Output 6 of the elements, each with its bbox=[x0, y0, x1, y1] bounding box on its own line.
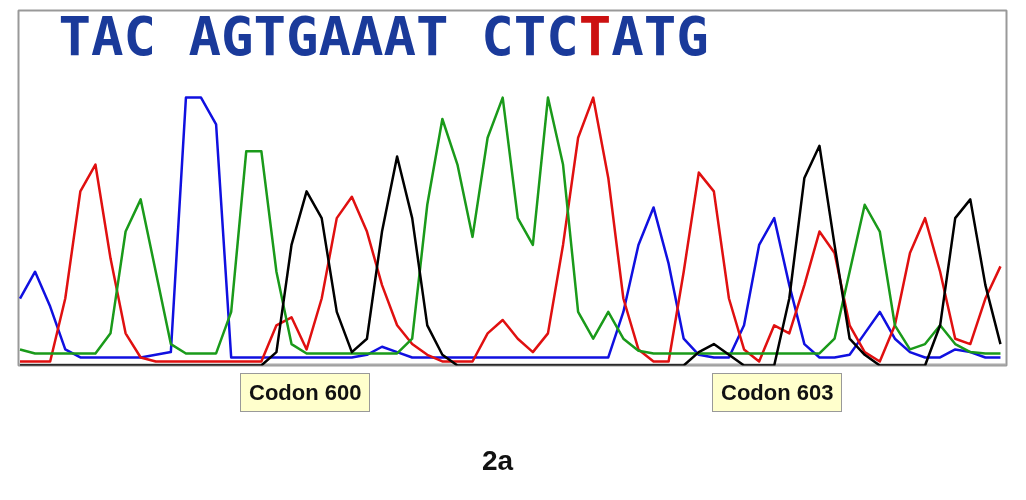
text: Codon 600 bbox=[240, 373, 371, 413]
text: TAC AGTGAAAT CTC bbox=[58, 4, 579, 68]
text: 2a bbox=[482, 444, 514, 478]
text: T bbox=[578, 4, 612, 68]
text: ATG bbox=[611, 4, 709, 68]
text: Codon 603 bbox=[712, 373, 843, 413]
